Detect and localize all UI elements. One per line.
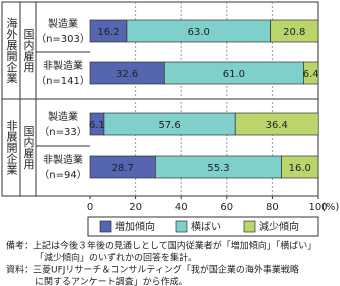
- source: 資料：三菱UFJリサーチ＆コンサルティング「我が国企業の海外事業戦略: [6, 264, 299, 276]
- bar-segment: [234, 112, 319, 136]
- bar-segment: [270, 19, 319, 43]
- category-label: 非製造業: [43, 153, 83, 166]
- value-label: 6.4: [303, 69, 319, 80]
- value-label: 16.2: [97, 27, 119, 38]
- value-label: 16.0: [289, 163, 311, 174]
- x-tick-label: 60: [220, 202, 233, 213]
- note: 備考：上記は今後３年後の見通しとして国内従業者が「増加傾向」「横ばい」: [6, 240, 316, 252]
- category-n: （n=33）: [39, 126, 86, 138]
- bar-segment: [281, 155, 319, 179]
- value-label: 6.1: [89, 120, 105, 131]
- value-label: 55.3: [207, 163, 229, 174]
- source: に関するアンケート調査」から作成。: [35, 276, 188, 286]
- group-label: 非展開企業: [5, 120, 18, 175]
- legend-swatch: [99, 220, 112, 233]
- value-label: 28.7: [112, 163, 134, 174]
- x-unit: (%): [322, 202, 339, 213]
- category-n: （n=94）: [39, 169, 86, 181]
- value-label: 57.6: [158, 120, 180, 131]
- note: 「減少傾向」のいずれかの回答を集計。: [35, 252, 197, 264]
- group-label: 海外展開企業: [5, 16, 18, 83]
- x-tick-label: 20: [129, 202, 142, 213]
- value-label: 36.4: [266, 120, 288, 131]
- value-label: 61.0: [223, 69, 245, 80]
- category-label: 製造業: [48, 17, 78, 30]
- bar-segment: [303, 61, 319, 85]
- value-label: 32.6: [116, 69, 138, 80]
- legend-swatch: [175, 220, 188, 233]
- legend-label: 増加傾向: [115, 220, 155, 233]
- legend-box: [87, 216, 319, 237]
- value-label: 63.0: [188, 27, 210, 38]
- category-n: （n=303）: [36, 33, 90, 45]
- x-tick-label: 100: [308, 202, 327, 213]
- group-sublabel: 国内雇用: [22, 28, 35, 73]
- category-label: 非製造業: [43, 59, 83, 72]
- legend-swatch: [243, 220, 256, 233]
- x-tick-label: 80: [266, 202, 279, 213]
- legend-label: 減少傾向: [259, 220, 299, 233]
- category-label: 製造業: [48, 110, 78, 123]
- x-tick-label: 0: [87, 202, 93, 213]
- group-sublabel: 国内雇用: [22, 125, 35, 170]
- x-tick-label: 40: [175, 202, 188, 213]
- category-n: （n=141）: [36, 75, 90, 87]
- value-label: 20.8: [283, 27, 305, 38]
- legend-label: 横ばい: [191, 220, 221, 233]
